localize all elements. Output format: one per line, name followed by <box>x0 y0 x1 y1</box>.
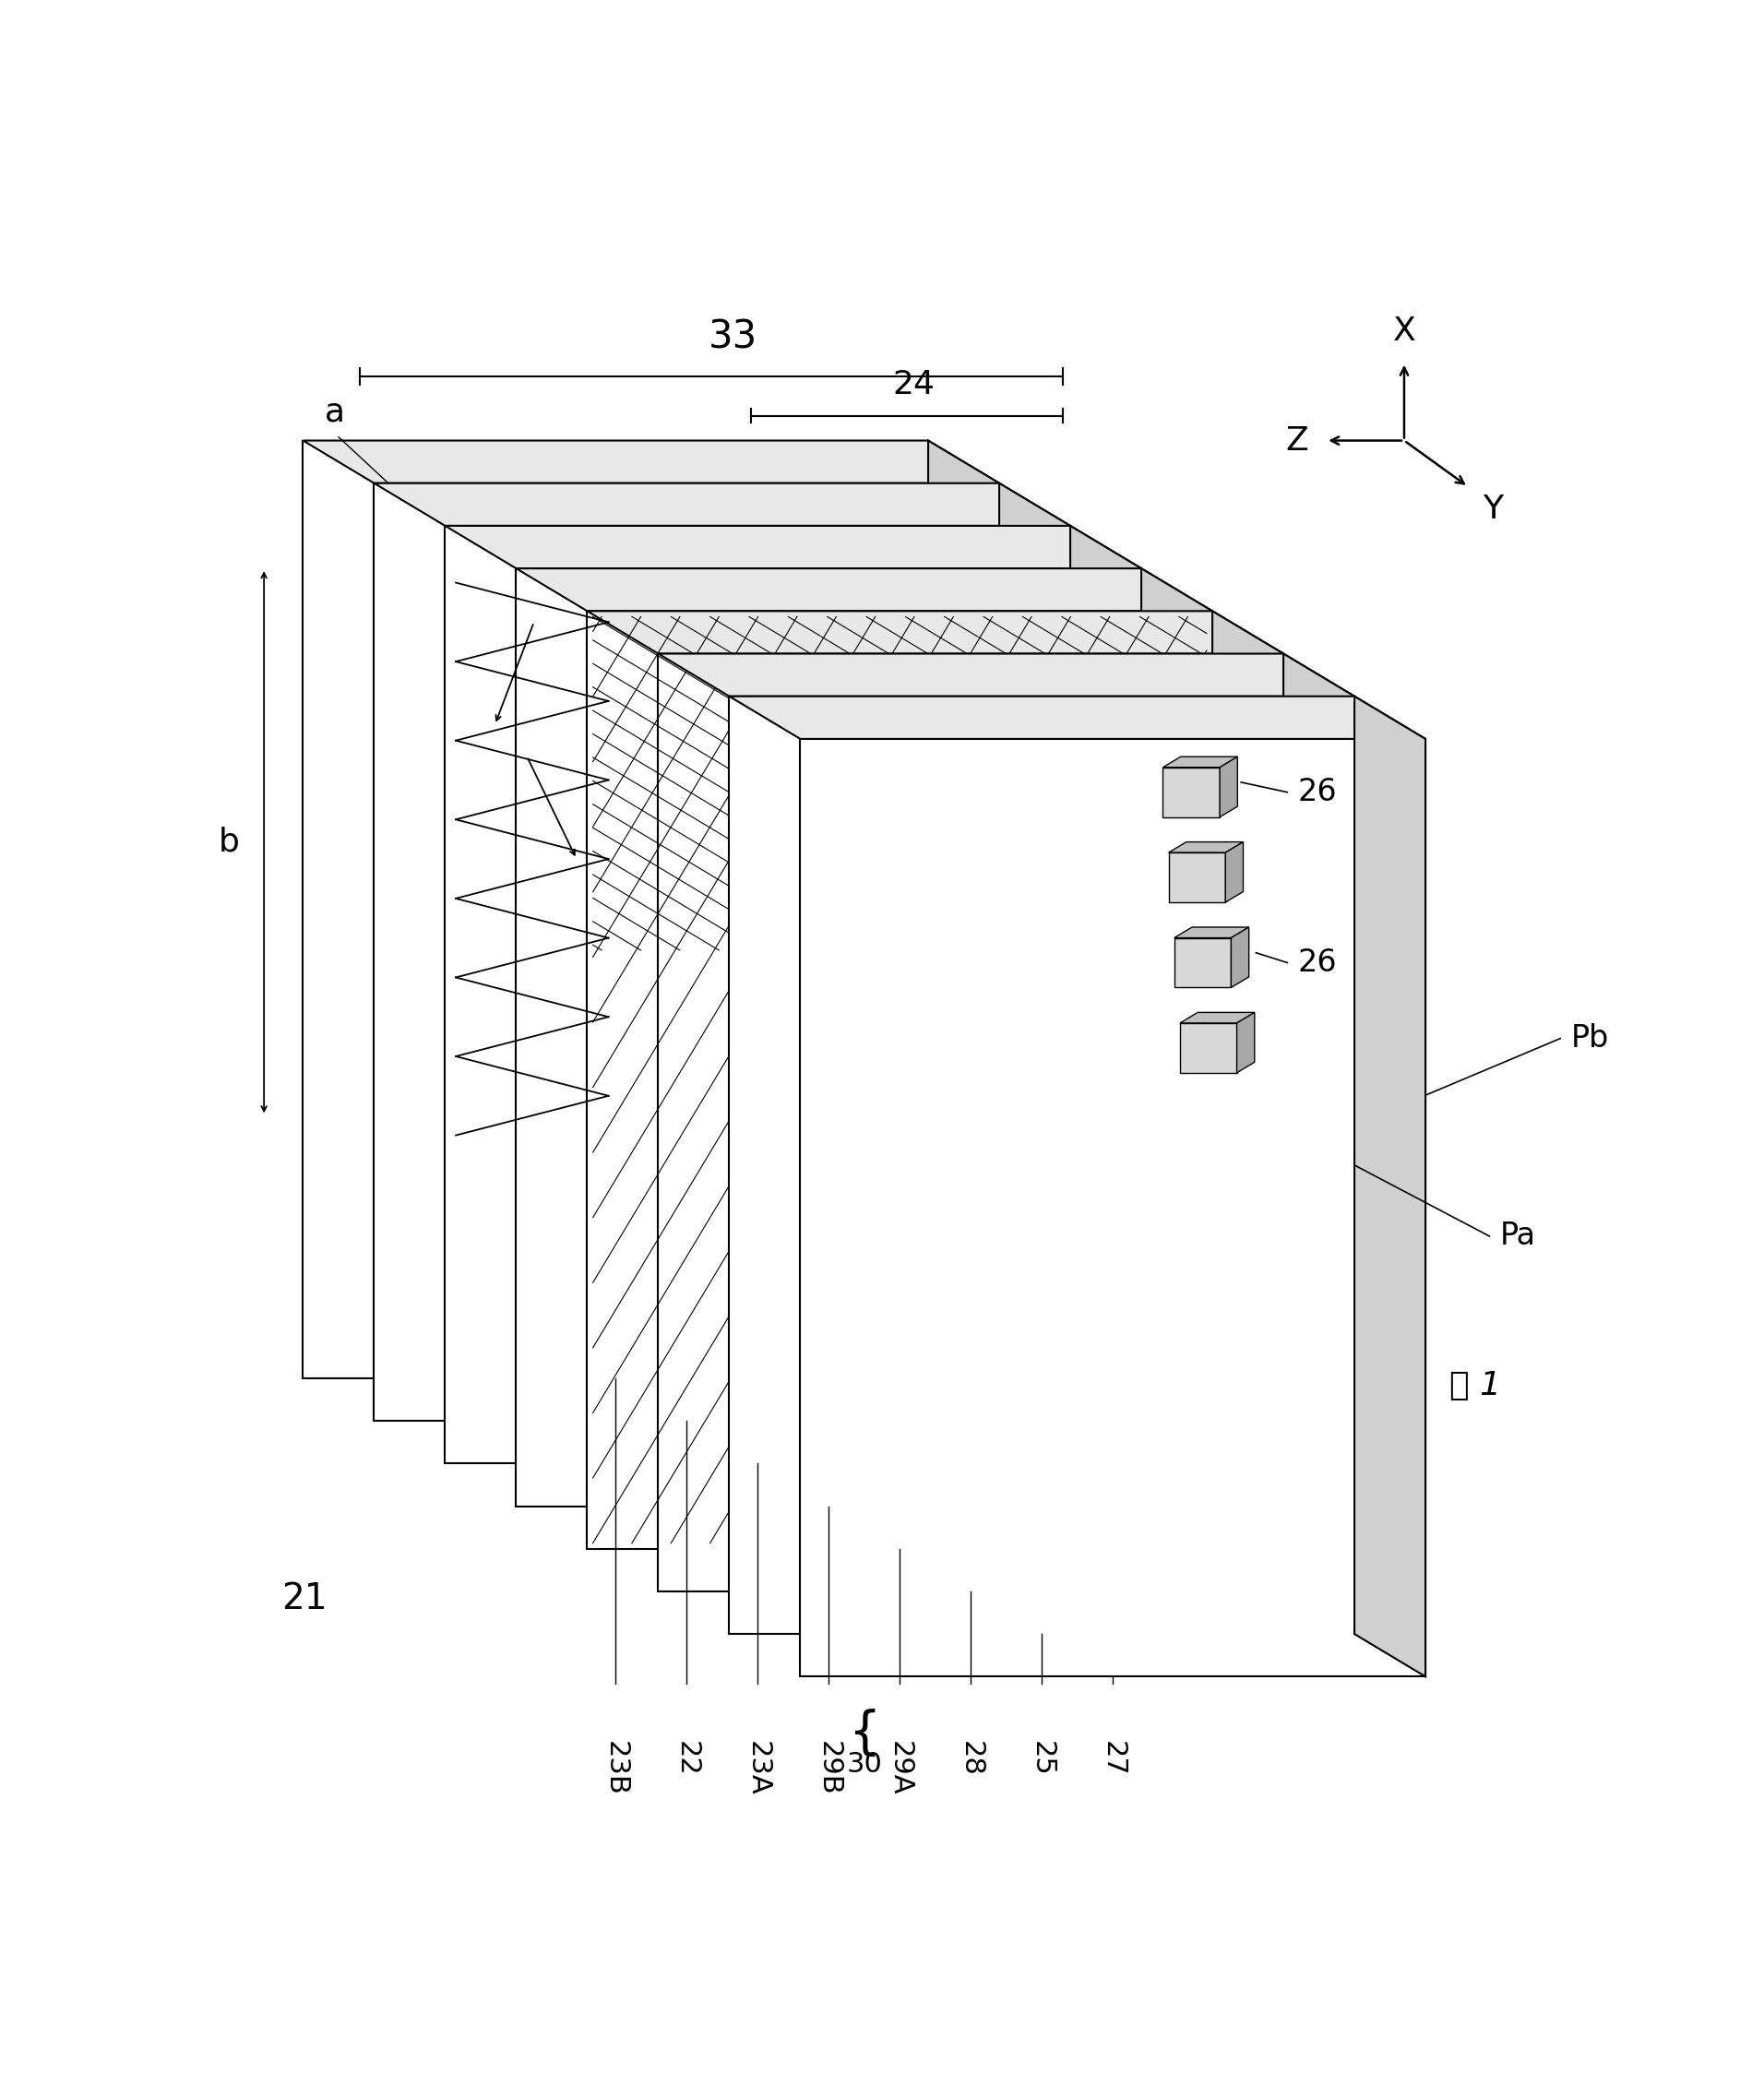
Polygon shape <box>587 612 1212 1549</box>
Polygon shape <box>998 483 1071 1464</box>
Polygon shape <box>658 653 1355 697</box>
Polygon shape <box>1175 937 1231 987</box>
Text: a: a <box>325 396 344 427</box>
Text: {: { <box>848 1708 880 1758</box>
Polygon shape <box>1284 653 1355 1634</box>
Polygon shape <box>1162 767 1219 817</box>
Text: 28: 28 <box>958 1741 984 1777</box>
Text: 22: 22 <box>674 1741 700 1777</box>
Polygon shape <box>658 653 1284 1592</box>
Polygon shape <box>374 483 998 1420</box>
Polygon shape <box>1180 1024 1237 1074</box>
Text: 25: 25 <box>1028 1741 1055 1777</box>
Polygon shape <box>374 483 1071 527</box>
Polygon shape <box>729 697 1355 1634</box>
Polygon shape <box>1237 1012 1254 1074</box>
Text: 図 1: 図 1 <box>1450 1370 1501 1401</box>
Text: Pb: Pb <box>1572 1024 1609 1053</box>
Polygon shape <box>445 527 1071 1464</box>
Text: 29B: 29B <box>815 1741 841 1795</box>
Text: X: X <box>1394 315 1415 346</box>
Text: 26: 26 <box>1298 777 1337 806</box>
Text: 24: 24 <box>893 369 935 400</box>
Polygon shape <box>587 612 1284 653</box>
Text: 23A: 23A <box>744 1741 771 1795</box>
Polygon shape <box>928 442 998 1420</box>
Polygon shape <box>303 442 928 1379</box>
Text: Pa: Pa <box>1499 1221 1536 1252</box>
Polygon shape <box>1071 527 1141 1507</box>
Polygon shape <box>729 697 1425 738</box>
Text: 29A: 29A <box>886 1741 914 1795</box>
Polygon shape <box>1162 757 1238 767</box>
Polygon shape <box>1168 852 1226 902</box>
Text: 30: 30 <box>847 1752 882 1779</box>
Polygon shape <box>1168 842 1244 852</box>
Polygon shape <box>1180 1012 1254 1024</box>
Polygon shape <box>517 568 1141 1507</box>
Text: 21: 21 <box>282 1582 328 1617</box>
Text: Z: Z <box>1286 425 1309 456</box>
Polygon shape <box>517 568 1212 612</box>
Text: Y: Y <box>1482 493 1503 524</box>
Polygon shape <box>1226 842 1244 902</box>
Text: 33: 33 <box>707 317 757 357</box>
Text: b: b <box>219 827 240 858</box>
Polygon shape <box>303 442 998 483</box>
Text: 27: 27 <box>1099 1741 1125 1777</box>
Polygon shape <box>1141 568 1212 1549</box>
Text: 26: 26 <box>1298 947 1337 978</box>
Polygon shape <box>445 527 1141 568</box>
Polygon shape <box>1355 697 1425 1677</box>
Polygon shape <box>801 738 1425 1677</box>
Text: 23B: 23B <box>602 1741 630 1795</box>
Polygon shape <box>1231 927 1249 987</box>
Polygon shape <box>1219 757 1238 817</box>
Polygon shape <box>1212 612 1284 1592</box>
Polygon shape <box>1175 927 1249 937</box>
